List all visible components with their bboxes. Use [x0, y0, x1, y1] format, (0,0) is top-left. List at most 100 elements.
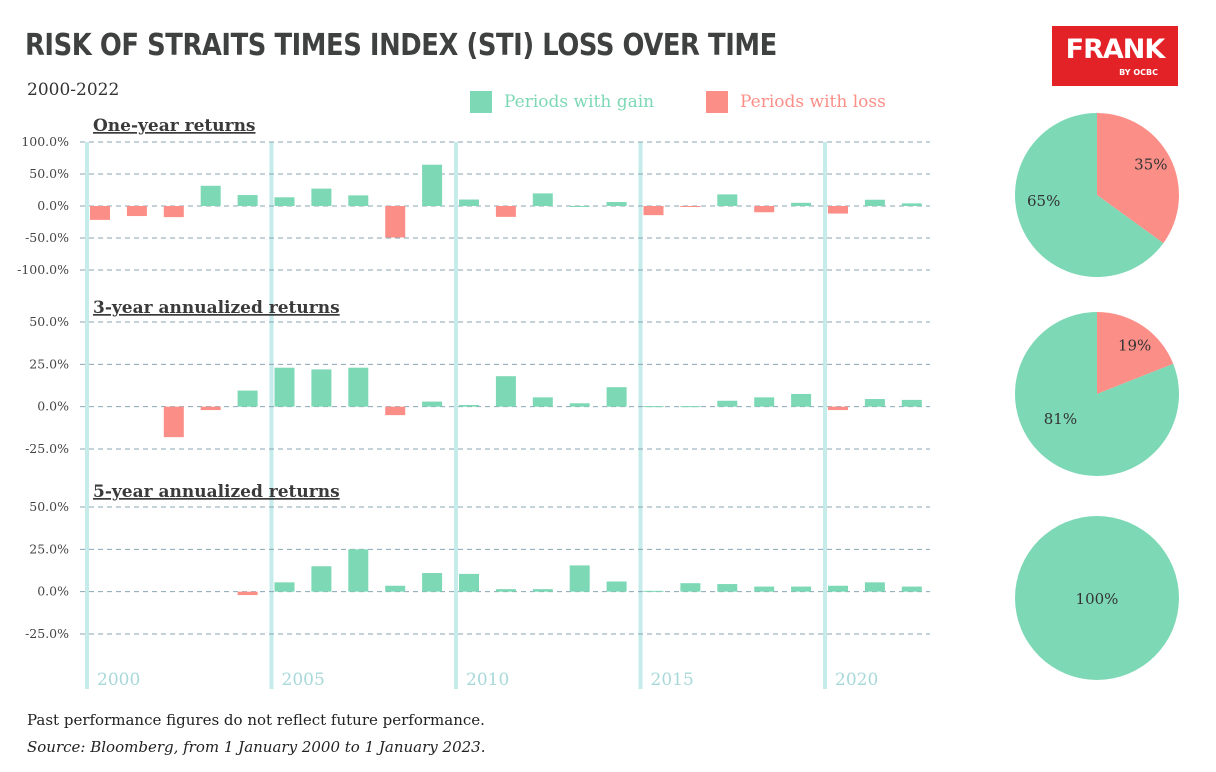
- bar-gain: [274, 197, 295, 206]
- year-marker-line: [454, 142, 458, 689]
- y-tick-label: 50.0%: [29, 166, 69, 181]
- bar-gain: [864, 399, 885, 407]
- bar-gain: [791, 586, 812, 592]
- logo-sub-text: BY OCBC: [1119, 68, 1158, 77]
- x-tick-label: 2010: [466, 670, 509, 690]
- bar-gain: [901, 203, 922, 206]
- legend-gain: Periods with gain: [470, 91, 654, 113]
- bar-gain: [495, 589, 516, 592]
- bar-loss: [90, 206, 110, 220]
- bar-gain: [717, 194, 738, 206]
- y-tick-label: -25.0%: [25, 441, 69, 456]
- bar-gain: [680, 583, 701, 592]
- bar-gain: [274, 367, 295, 407]
- legend-gain-swatch: [470, 91, 492, 113]
- bar-gain: [569, 565, 590, 592]
- pie-label-gain: 81%: [1044, 410, 1077, 428]
- bar-loss: [385, 206, 406, 238]
- x-tick-label: 2000: [97, 670, 140, 690]
- bar-gain: [422, 573, 443, 592]
- bar-gain: [422, 401, 443, 407]
- legend-loss-label: Periods with loss: [740, 92, 886, 112]
- bar-gain: [311, 369, 332, 407]
- pie-slice-loss: [1097, 113, 1179, 244]
- bar-gain: [348, 195, 369, 206]
- bar-loss: [126, 206, 147, 217]
- bar-gain: [274, 582, 295, 592]
- bar-gain: [311, 566, 332, 592]
- bar-loss: [163, 406, 184, 438]
- bar-gain: [237, 195, 258, 206]
- y-tick-label: 0.0%: [37, 198, 69, 213]
- y-tick-label: 100.0%: [21, 134, 69, 149]
- bar-gain: [495, 376, 516, 407]
- bar-gain: [606, 581, 627, 592]
- pie-slice-loss: [1097, 312, 1174, 394]
- bar-loss: [200, 406, 221, 411]
- legend-loss: Periods with loss: [706, 91, 886, 113]
- bar-gain: [532, 193, 553, 206]
- panel-title: 5-year annualized returns: [93, 482, 340, 502]
- y-tick-label: 50.0%: [29, 499, 69, 514]
- footnote-disclaimer: Past performance figures do not reflect …: [27, 711, 485, 729]
- bar-gain: [532, 589, 553, 592]
- logo-main-text: FRANK: [1065, 34, 1166, 65]
- bar-gain: [754, 586, 775, 592]
- bar-loss: [828, 206, 848, 214]
- x-tick-label: 2020: [835, 670, 878, 690]
- bar-gain: [311, 188, 332, 206]
- year-marker-line: [823, 142, 827, 689]
- page-title: RISK OF STRAITS TIMES INDEX (STI) LOSS O…: [25, 28, 777, 63]
- bar-gain: [606, 387, 627, 407]
- y-tick-label: 50.0%: [29, 314, 69, 329]
- y-tick-label: 0.0%: [37, 584, 69, 599]
- bar-gain: [237, 390, 258, 407]
- year-marker-line: [638, 142, 643, 689]
- bar-gain: [901, 586, 922, 592]
- bar-gain: [200, 185, 221, 206]
- bar-gain: [459, 404, 479, 407]
- bar-loss: [643, 206, 664, 216]
- year-marker-line: [269, 142, 274, 689]
- bar-loss: [237, 591, 258, 596]
- pie-label-loss: 35%: [1134, 156, 1167, 174]
- pie-slice-gain: [1015, 516, 1179, 680]
- y-tick-label: 0.0%: [37, 399, 69, 414]
- bar-gain: [791, 202, 812, 206]
- bar-gain: [643, 590, 664, 592]
- bar-gain: [459, 573, 479, 592]
- bar-gain: [791, 393, 812, 407]
- bar-gain: [864, 199, 885, 206]
- bar-gain: [643, 406, 664, 408]
- bar-gain: [901, 399, 922, 407]
- footnote-source: Source: Bloomberg, from 1 January 2000 t…: [27, 738, 486, 756]
- year-marker-line: [85, 142, 89, 689]
- bar-gain: [385, 585, 406, 592]
- pie-label-gain: 65%: [1027, 192, 1060, 210]
- bar-gain: [569, 206, 590, 207]
- bar-gain: [606, 202, 627, 206]
- bar-loss: [385, 406, 406, 416]
- y-tick-label: 25.0%: [29, 541, 69, 556]
- bar-gain: [828, 585, 848, 592]
- bar-loss: [163, 206, 184, 218]
- bar-gain: [348, 549, 369, 592]
- bar-gain: [569, 403, 590, 407]
- bar-gain: [717, 400, 738, 407]
- bar-gain: [717, 584, 738, 592]
- bar-gain: [754, 397, 775, 407]
- page-subtitle: 2000-2022: [27, 80, 120, 100]
- pie-label-gain: 100%: [1076, 590, 1119, 608]
- legend-loss-swatch: [706, 91, 728, 113]
- bar-gain: [680, 406, 701, 408]
- bar-gain: [459, 199, 479, 206]
- y-tick-label: -25.0%: [25, 626, 69, 641]
- bar-gain: [348, 367, 369, 407]
- panel-title: 3-year annualized returns: [93, 298, 340, 318]
- bar-loss: [828, 406, 848, 411]
- frank-logo: FRANK BY OCBC: [1052, 26, 1178, 86]
- pie-label-loss: 19%: [1118, 336, 1151, 354]
- panel-title: One-year returns: [93, 116, 256, 136]
- bar-gain: [532, 397, 553, 407]
